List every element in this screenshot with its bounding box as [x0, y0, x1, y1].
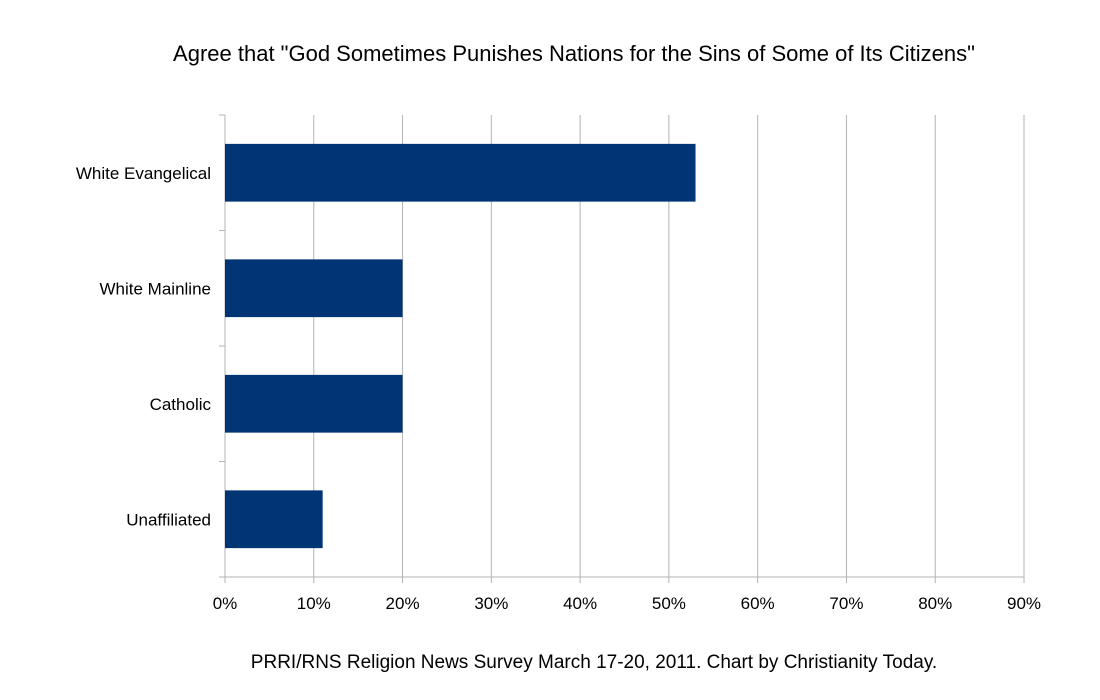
x-tick-label: 80%	[918, 594, 952, 613]
category-labels: White Evangelical White Mainline Catholic U…	[76, 164, 212, 530]
x-tick-label: 70%	[829, 594, 863, 613]
bar	[225, 143, 696, 202]
x-tick-label: 30%	[474, 594, 508, 613]
bar	[225, 490, 323, 549]
x-tick-label: 60%	[741, 594, 775, 613]
x-tick-label: 20%	[386, 594, 420, 613]
x-tick-label: 50%	[652, 594, 686, 613]
x-tick-label: 0%	[213, 594, 238, 613]
x-tick-label: 90%	[1007, 594, 1041, 613]
source-note: PRRI/RNS Religion News Survey March 17-2…	[251, 652, 937, 673]
tick-labels: 0% 10% 20% 30% 40% 50% 60% 70% 80% 90%	[213, 594, 1041, 613]
chart-title: Agree that "God Sometimes Punishes Natio…	[173, 41, 975, 66]
category-label: Unaffiliated	[126, 510, 211, 529]
bar	[225, 374, 403, 433]
category-label: Catholic	[150, 395, 212, 414]
category-label: White Mainline	[100, 279, 212, 298]
x-tick-label: 10%	[297, 594, 331, 613]
x-tick-label: 40%	[563, 594, 597, 613]
category-label: White Evangelical	[76, 164, 211, 183]
bars	[225, 143, 696, 549]
bar	[225, 259, 403, 318]
